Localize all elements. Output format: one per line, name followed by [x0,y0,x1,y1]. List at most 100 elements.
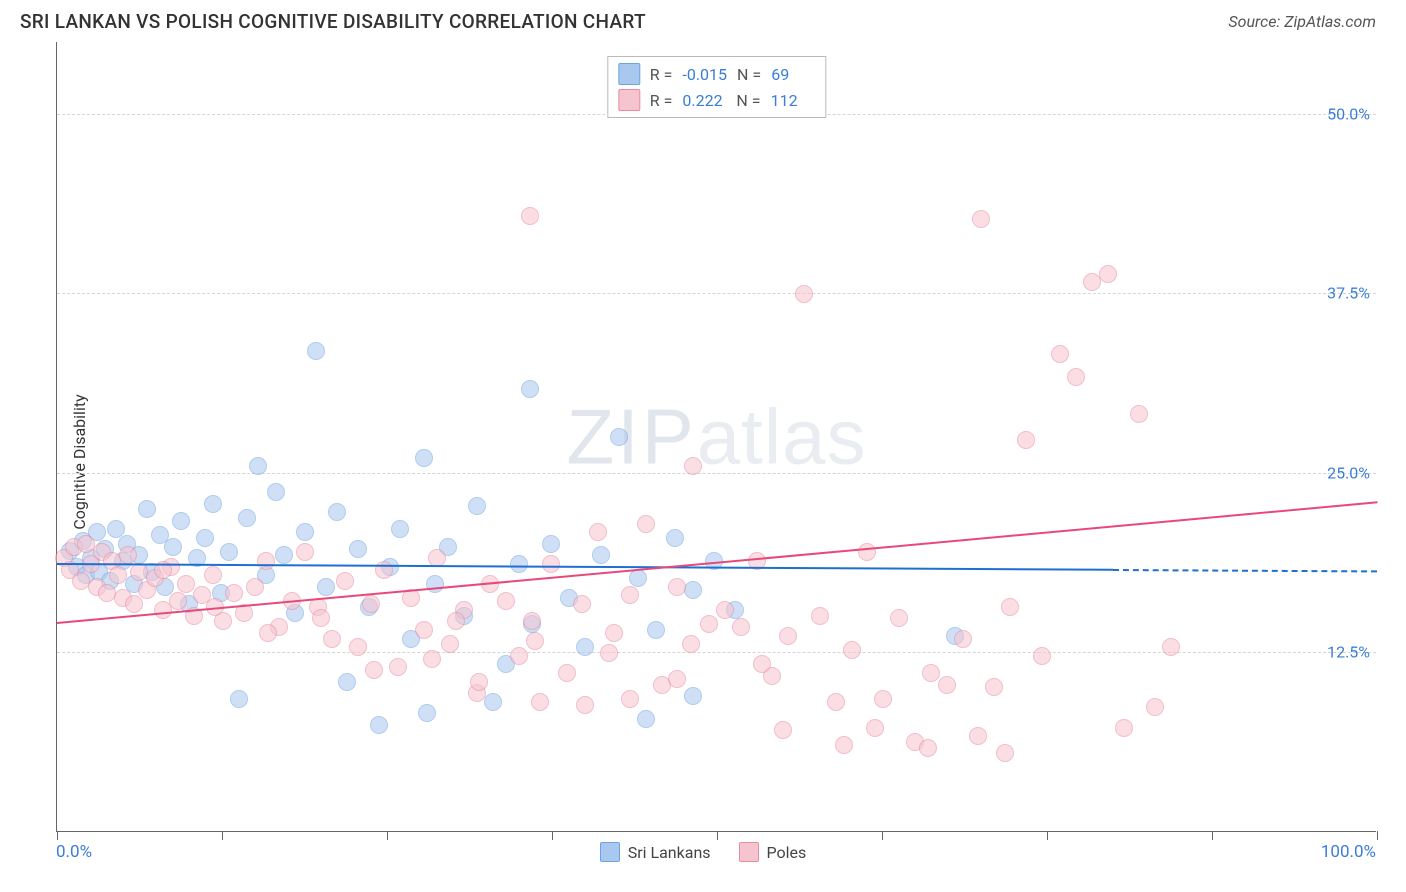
legend-label: Sri Lankans [628,843,711,862]
data-point-sri_lankans [576,638,594,656]
data-point-poles [497,592,515,610]
data-point-sri_lankans [610,428,628,446]
trend-line [1113,569,1377,572]
data-point-poles [969,727,987,745]
data-point-sri_lankans [338,673,356,691]
data-point-sri_lankans [426,575,444,593]
x-tick [717,831,718,840]
data-point-poles [621,586,639,604]
data-point-poles [682,635,700,653]
data-point-sri_lankans [238,509,256,527]
source-label: Source: ZipAtlas.com [1228,12,1376,31]
y-tick-label: 25.0% [1327,463,1370,482]
data-point-poles [204,566,222,584]
data-point-sri_lankans [196,529,214,547]
data-point-poles [169,592,187,610]
data-point-sri_lankans [349,540,367,558]
data-point-poles [125,595,143,613]
data-point-poles [423,650,441,668]
data-point-poles [521,207,539,225]
data-point-poles [1099,265,1117,283]
data-point-poles [109,566,127,584]
data-point-sri_lankans [370,716,388,734]
chart-title: SRI LANKAN VS POLISH COGNITIVE DISABILIT… [20,10,646,33]
data-point-poles [1162,638,1180,656]
data-point-poles [1146,698,1164,716]
stats-row-sri-lankans: R = -0.015 N = 69 [618,61,815,87]
data-point-sri_lankans [230,690,248,708]
data-point-poles [637,515,655,533]
r-label: R = [650,91,673,110]
data-point-poles [835,736,853,754]
data-point-poles [753,655,771,673]
data-point-poles [700,615,718,633]
data-point-sri_lankans [637,710,655,728]
n-value-poles: 112 [771,91,815,110]
data-point-sri_lankans [484,693,502,711]
data-point-poles [1067,368,1085,386]
data-point-poles [510,647,528,665]
n-label: N = [736,91,760,110]
data-point-sri_lankans [204,495,222,513]
y-tick-label: 50.0% [1327,104,1370,123]
data-point-poles [716,601,734,619]
data-point-poles [312,609,330,627]
data-point-sri_lankans [542,535,560,553]
swatch-sri-lankans [618,63,640,85]
data-point-sri_lankans [592,546,610,564]
data-point-poles [177,575,195,593]
swatch-sri-lankans [600,842,620,862]
data-point-poles [323,630,341,648]
data-point-poles [996,744,1014,762]
data-point-sri_lankans [164,538,182,556]
data-point-poles [542,555,560,573]
data-point-sri_lankans [684,581,702,599]
x-tick [552,831,553,840]
data-point-poles [589,523,607,541]
data-point-poles [470,673,488,691]
data-point-sri_lankans [267,483,285,501]
data-point-poles [668,670,686,688]
data-point-sri_lankans [521,380,539,398]
data-point-poles [985,678,1003,696]
swatch-poles [618,89,640,111]
data-point-sri_lankans [317,578,335,596]
data-point-poles [811,607,829,625]
data-point-poles [1115,719,1133,737]
data-point-poles [843,641,861,659]
data-point-poles [526,632,544,650]
data-point-poles [1033,647,1051,665]
n-label: N = [737,65,761,84]
data-point-poles [558,664,576,682]
data-point-poles [1001,598,1019,616]
data-point-poles [1130,405,1148,423]
legend-item-sri-lankans: Sri Lankans [600,842,711,862]
data-point-poles [938,676,956,694]
data-point-sri_lankans [684,687,702,705]
data-point-sri_lankans [510,555,528,573]
r-value-poles: 0.222 [682,91,726,110]
data-point-poles [621,690,639,708]
data-point-poles [1017,431,1035,449]
data-point-poles [296,543,314,561]
stats-row-poles: R = 0.222 N = 112 [618,87,815,113]
data-point-poles [441,635,459,653]
data-point-poles [349,638,367,656]
legend-item-poles: Poles [739,842,807,862]
data-point-sri_lankans [307,342,325,360]
gridline [57,293,1376,294]
r-label: R = [650,65,673,84]
data-point-poles [922,664,940,682]
data-point-poles [827,693,845,711]
data-point-poles [919,739,937,757]
data-point-sri_lankans [468,497,486,515]
data-point-poles [779,627,797,645]
data-point-sri_lankans [647,621,665,639]
data-point-poles [668,578,686,596]
x-tick [1377,831,1378,840]
x-tick [882,831,883,840]
data-point-poles [858,543,876,561]
data-point-poles [874,690,892,708]
data-point-poles [774,721,792,739]
data-point-poles [954,630,972,648]
